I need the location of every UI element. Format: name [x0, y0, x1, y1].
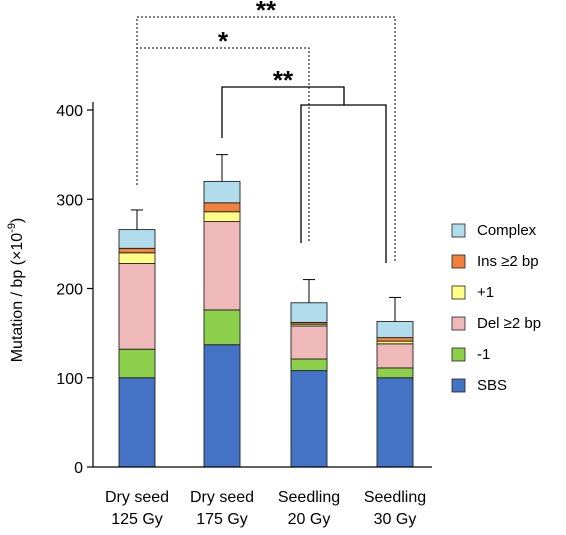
bar-segment [203, 211, 241, 223]
legend-swatch [451, 316, 466, 331]
bar-segment [376, 377, 414, 468]
bar-segment [118, 252, 156, 264]
x-category-label: Seedling [278, 489, 340, 506]
bar-segment [290, 358, 328, 372]
bar-segment [290, 325, 328, 360]
bar-segment [118, 348, 156, 379]
bar-segment [203, 309, 241, 346]
significance-label: * [218, 26, 229, 56]
y-tick-label: 200 [56, 282, 83, 299]
significance-bracket [136, 16, 396, 263]
x-category-label: 30 Gy [374, 511, 417, 528]
y-tick-label: 0 [74, 460, 83, 477]
x-category-label: Seedling [364, 489, 426, 506]
bar-segment [203, 180, 241, 204]
bar-segment [203, 221, 241, 311]
bar-segment [118, 377, 156, 468]
bar-segment [118, 229, 156, 249]
legend-label: Complex [477, 222, 537, 239]
legend-label: SBS [477, 377, 507, 394]
legend-swatch [451, 378, 466, 393]
legend-label: Del ≥2 bp [477, 315, 541, 332]
legend-swatch [451, 285, 466, 300]
bar-segment [376, 337, 414, 342]
x-category-label: 125 Gy [111, 511, 163, 528]
bar-segment [376, 343, 414, 369]
significance-bracket [221, 86, 345, 138]
x-category-label: Dry seed [190, 489, 254, 506]
bar-segment [290, 370, 328, 468]
x-category-label: 20 Gy [288, 511, 331, 528]
legend-swatch [451, 223, 466, 238]
y-axis-label: Mutation / bp (×10-9) [6, 218, 26, 363]
x-category-label: 175 Gy [196, 511, 248, 528]
y-tick-label: 100 [56, 371, 83, 388]
significance-label: ** [273, 65, 294, 95]
bar-segment [118, 247, 156, 254]
x-category-label: Dry seed [105, 489, 169, 506]
bar-segment [376, 367, 414, 379]
bar-segment [203, 202, 241, 213]
bar-segment [376, 321, 414, 339]
legend-label: Ins ≥2 bp [477, 253, 539, 270]
legend-label: -1 [477, 346, 490, 363]
legend-swatch [451, 254, 466, 269]
bar-segment [118, 263, 156, 350]
significance-bracket [300, 104, 387, 263]
legend-label: +1 [477, 284, 494, 301]
bar-segment [203, 344, 241, 468]
significance-label: ** [256, 0, 277, 25]
legend-swatch [451, 347, 466, 362]
y-tick-label: 400 [56, 103, 83, 120]
significance-bracket [136, 47, 310, 243]
bar-segment [290, 302, 328, 323]
y-tick-label: 300 [56, 192, 83, 209]
